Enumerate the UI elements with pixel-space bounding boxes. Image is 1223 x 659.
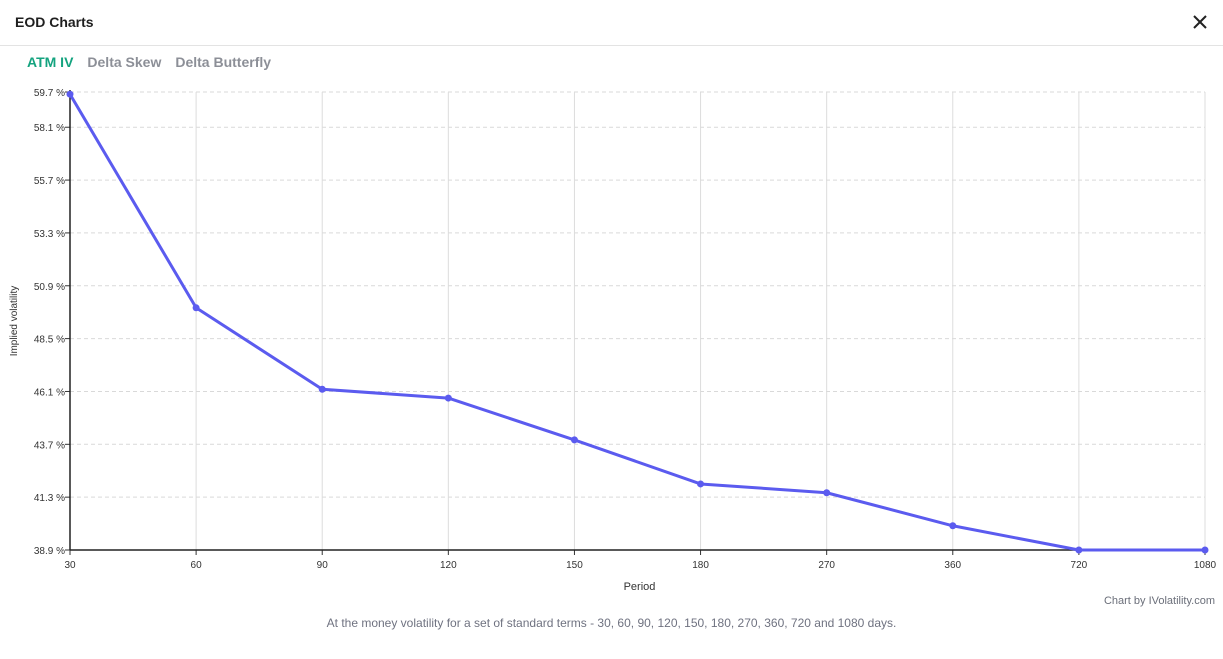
tab-delta-skew[interactable]: Delta Skew bbox=[87, 54, 162, 70]
y-axis-title: Implied volatility bbox=[9, 286, 20, 357]
x-tick-label: 360 bbox=[944, 560, 961, 571]
x-tick-label: 90 bbox=[317, 560, 329, 571]
tab-delta-butterfly[interactable]: Delta Butterfly bbox=[175, 54, 272, 70]
data-point bbox=[949, 522, 957, 530]
x-tick-label: 30 bbox=[64, 560, 76, 571]
y-tick-label: 53.3 % bbox=[34, 229, 65, 240]
y-tick-label: 55.7 % bbox=[34, 176, 65, 187]
x-tick-label: 270 bbox=[818, 560, 835, 571]
data-point bbox=[192, 304, 200, 312]
modal-header: EOD Charts bbox=[0, 0, 1223, 46]
y-tick-label: 46.1 % bbox=[34, 387, 65, 398]
series-line bbox=[68, 93, 1205, 552]
x-tick-label: 150 bbox=[566, 560, 583, 571]
data-point bbox=[444, 394, 452, 402]
y-tick-label: 58.1 % bbox=[34, 123, 65, 134]
data-point bbox=[823, 489, 831, 497]
chart-credit[interactable]: Chart by IVolatility.com bbox=[1103, 595, 1215, 607]
x-tick-label: 1080 bbox=[1194, 560, 1217, 571]
tab-atm-iv[interactable]: ATM IV bbox=[27, 54, 74, 70]
x-tick-label: 60 bbox=[191, 560, 203, 571]
data-point bbox=[1201, 546, 1209, 554]
data-point bbox=[318, 385, 326, 393]
data-point bbox=[570, 436, 578, 444]
y-tick-label: 41.3 % bbox=[34, 493, 65, 504]
close-icon[interactable] bbox=[1191, 13, 1209, 31]
x-tick-label: 720 bbox=[1071, 560, 1088, 571]
chart-tabs: ATM IV Delta Skew Delta Butterfly bbox=[27, 54, 271, 70]
chart-caption: At the money volatility for a set of sta… bbox=[326, 616, 897, 630]
iv-line-chart: 59.7 % 58.1 % 55.7 % 53.3 % 50.9 % 48.5 % 46.1… bbox=[9, 88, 1217, 593]
x-tick-label: 180 bbox=[692, 560, 709, 571]
data-point bbox=[1075, 546, 1083, 554]
y-tick-label: 38.9 % bbox=[34, 546, 65, 557]
x-axis-title: Period bbox=[624, 581, 656, 593]
y-tick-label: 59.7 % bbox=[34, 88, 65, 99]
x-tick-label: 120 bbox=[440, 560, 457, 571]
data-point bbox=[697, 480, 705, 488]
y-tick-label: 50.9 % bbox=[34, 282, 65, 293]
y-tick-label: 48.5 % bbox=[34, 335, 65, 346]
data-point bbox=[66, 90, 74, 98]
y-tick-label: 43.7 % bbox=[34, 440, 65, 451]
modal-title: EOD Charts bbox=[15, 14, 94, 30]
